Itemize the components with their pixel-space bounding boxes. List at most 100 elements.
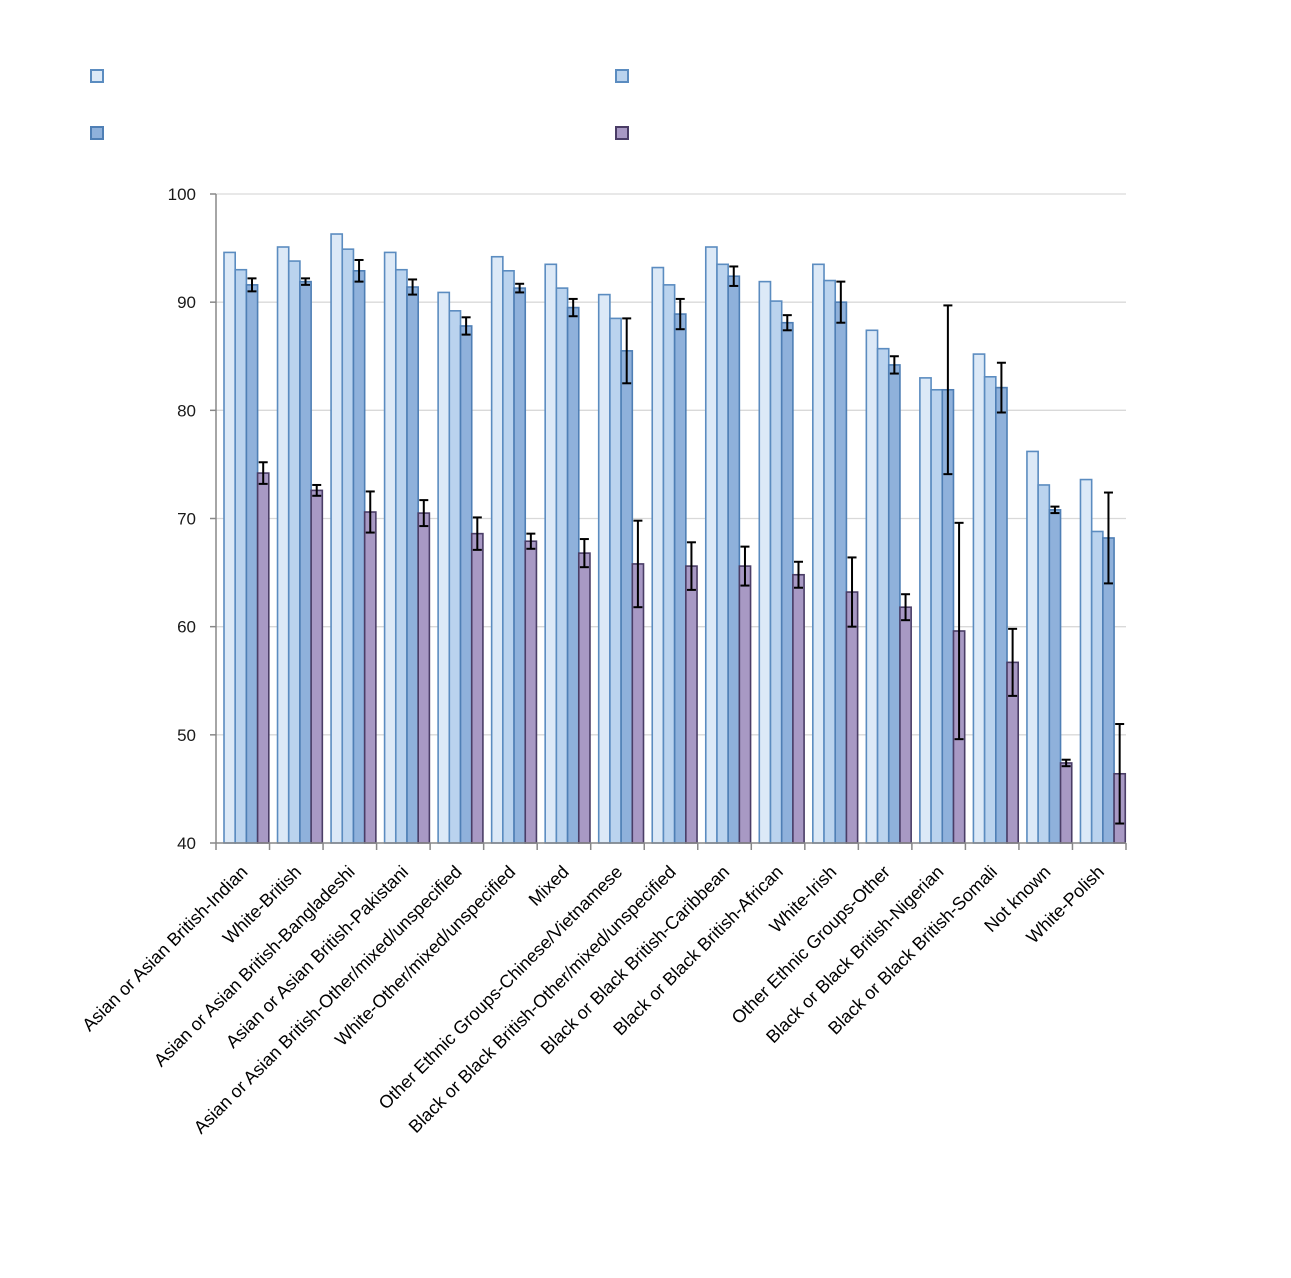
error-bar-s4-c6 xyxy=(526,532,536,550)
category-label: Mixed xyxy=(525,862,573,910)
error-bar-s3-c16 xyxy=(1050,505,1060,515)
error-bar-s4-c2 xyxy=(312,483,322,497)
bar-s2-c11 xyxy=(769,300,783,844)
error-bar-s4-c13 xyxy=(901,593,911,622)
bar-s1-c17 xyxy=(1079,478,1093,844)
category-label: Other Ethnic Groups-Chinese/Vietnamese xyxy=(375,862,627,1114)
bar-s3-c3 xyxy=(352,269,366,844)
y-tick-label: 70 xyxy=(177,510,196,529)
legend-swatch-4 xyxy=(615,126,629,140)
error-bar-s3-c7 xyxy=(568,297,578,318)
bar-s2-c1 xyxy=(234,268,248,844)
bar-s1-c9 xyxy=(651,266,665,844)
error-bar-s4-c10 xyxy=(740,545,750,587)
bar-s3-c11 xyxy=(780,321,794,844)
bar-s2-c17 xyxy=(1090,530,1104,844)
bar-s2-c3 xyxy=(341,248,355,844)
bar-s4-c11 xyxy=(792,573,805,844)
bar-s1-c16 xyxy=(1026,450,1039,844)
bar-s3-c4 xyxy=(406,286,419,844)
error-bar-s4-c8 xyxy=(633,519,643,609)
bar-s2-c10 xyxy=(716,263,729,844)
bar-s4-c2 xyxy=(310,489,324,844)
x-axis-category-labels: Asian or Asian British-IndianWhite-Briti… xyxy=(78,862,1108,1138)
error-bar-s3-c8 xyxy=(622,317,632,385)
bar-s2-c4 xyxy=(394,268,408,844)
error-bar-s3-c9 xyxy=(675,297,685,331)
bar-s4-c3 xyxy=(363,511,377,844)
bar-s4-c4 xyxy=(417,512,431,844)
error-bar-s3-c6 xyxy=(515,282,525,294)
bar-s1-c12 xyxy=(812,263,825,844)
bar-s3-c2 xyxy=(299,280,312,844)
bar-s4-c7 xyxy=(577,552,591,844)
bar-s4-c5 xyxy=(470,532,484,844)
error-bar-s4-c12 xyxy=(847,556,857,628)
error-bar-s3-c15 xyxy=(996,361,1006,414)
error-bar-s4-c17 xyxy=(1115,723,1125,825)
category-label: Asian or Asian British-Bangladeshi xyxy=(150,862,359,1071)
bar-s2-c9 xyxy=(662,284,676,844)
legend-swatch-1 xyxy=(90,69,104,83)
bar-s1-c6 xyxy=(490,255,504,844)
error-bar-s4-c11 xyxy=(793,560,803,589)
legend-swatch-2 xyxy=(615,69,629,83)
y-tick-label: 40 xyxy=(177,834,196,853)
error-bar-s3-c2 xyxy=(301,277,311,286)
error-bar-s4-c16 xyxy=(1061,758,1071,768)
y-axis-tick-labels: 40 50 60 70 80 90 100 xyxy=(168,185,196,853)
legend-swatch-3 xyxy=(90,126,104,140)
bar-s2-c2 xyxy=(287,260,301,844)
bar-s1-c5 xyxy=(437,291,451,844)
bar-s4-c12 xyxy=(845,591,859,844)
bar-s2-c14 xyxy=(930,388,944,844)
bar-s4-c16 xyxy=(1059,762,1073,844)
bar-s1-c7 xyxy=(544,263,558,844)
error-bar-s3-c12 xyxy=(836,280,846,324)
error-bar-s3-c10 xyxy=(729,265,739,287)
bar-s3-c8 xyxy=(620,350,634,844)
error-bar-s3-c5 xyxy=(461,316,471,336)
bar-s3-c5 xyxy=(459,325,473,844)
error-bar-s4-c3 xyxy=(365,490,375,534)
bar-s1-c13 xyxy=(865,329,879,844)
bar-s1-c11 xyxy=(758,280,772,844)
bar-s3-c6 xyxy=(513,287,527,844)
axes xyxy=(210,193,1127,850)
bar-s4-c6 xyxy=(524,540,538,844)
error-bar-s4-c15 xyxy=(1008,627,1018,697)
bar-s3-c12 xyxy=(834,301,848,844)
error-bar-s4-c9 xyxy=(686,541,696,591)
error-bar-s4-c7 xyxy=(579,538,589,569)
bar-s3-c13 xyxy=(887,364,901,844)
bars xyxy=(223,233,1127,844)
y-tick-label: 80 xyxy=(177,401,196,420)
bar-s4-c13 xyxy=(899,606,912,844)
y-tick-label: 100 xyxy=(168,185,196,204)
bar-s3-c16 xyxy=(1048,509,1062,844)
bar-s1-c2 xyxy=(276,246,290,844)
error-bar-s3-c3 xyxy=(354,258,364,283)
bar-s1-c8 xyxy=(597,293,611,844)
bar-s4-c9 xyxy=(685,565,698,844)
bar-s2-c13 xyxy=(876,347,890,844)
legend xyxy=(90,69,629,140)
category-label: Asian or Asian British-Indian xyxy=(78,862,251,1035)
bar-s3-c1 xyxy=(245,284,259,844)
bar-s2-c5 xyxy=(448,310,462,844)
error-bar-s4-c4 xyxy=(419,499,429,528)
bar-s1-c3 xyxy=(330,233,344,844)
error-bar-s3-c13 xyxy=(889,355,899,375)
error-bar-s3-c17 xyxy=(1103,491,1113,585)
y-tick-label: 90 xyxy=(177,293,196,312)
error-bar-s3-c1 xyxy=(247,277,257,293)
bar-s4-c1 xyxy=(256,472,270,844)
error-bar-s4-c14 xyxy=(954,521,964,741)
bar-s3-c10 xyxy=(727,275,741,844)
bar-s1-c10 xyxy=(704,246,718,844)
bar-s2-c7 xyxy=(555,287,569,844)
bar-s2-c16 xyxy=(1037,484,1051,844)
bar-s1-c15 xyxy=(972,353,986,844)
bar-s1-c1 xyxy=(223,251,236,844)
